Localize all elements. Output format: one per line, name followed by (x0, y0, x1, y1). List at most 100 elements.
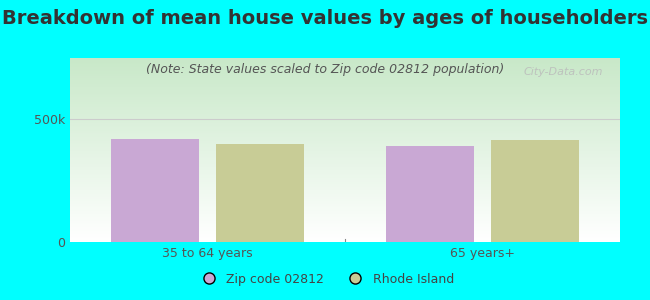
Bar (216, 144, 304, 242)
Bar (70, 203, 650, 204)
Bar (70, 177, 650, 178)
Bar (70, 65, 650, 66)
Bar (70, 144, 650, 145)
Bar (70, 147, 650, 148)
Bar (70, 78, 650, 79)
Bar (70, 180, 650, 181)
Bar (70, 222, 650, 223)
Bar (70, 202, 650, 203)
Bar (70, 155, 650, 156)
Bar (70, 206, 650, 207)
Bar (70, 195, 650, 196)
Bar (70, 226, 650, 227)
Bar (70, 131, 650, 132)
Text: City-Data.com: City-Data.com (524, 67, 603, 77)
Bar (70, 88, 650, 89)
Bar (70, 109, 650, 110)
Bar (70, 162, 650, 163)
Bar (70, 135, 650, 136)
Bar (70, 184, 650, 185)
Bar (70, 87, 650, 88)
Bar (70, 102, 650, 103)
Bar (70, 228, 650, 229)
Bar (70, 79, 650, 80)
Bar (70, 179, 650, 180)
Bar (70, 126, 650, 127)
Bar (70, 216, 650, 217)
Bar (70, 230, 650, 231)
Bar (70, 70, 650, 71)
Bar (70, 114, 650, 115)
Bar (70, 142, 650, 144)
Bar (70, 61, 650, 62)
Bar (70, 100, 650, 101)
Bar (70, 69, 650, 70)
Bar (70, 148, 650, 149)
Bar (70, 139, 650, 140)
Bar (70, 127, 650, 128)
Bar (70, 166, 650, 167)
Bar (70, 152, 650, 153)
Bar (70, 90, 650, 91)
Bar (70, 194, 650, 195)
Bar (70, 146, 650, 147)
Bar (70, 156, 650, 158)
Bar (70, 196, 650, 197)
Bar (70, 201, 650, 202)
Bar (70, 105, 650, 106)
Bar (70, 241, 650, 242)
Bar (70, 63, 650, 64)
Bar (70, 116, 650, 117)
Bar (70, 130, 650, 131)
Bar (70, 175, 650, 176)
Bar (70, 158, 650, 159)
Bar (70, 231, 650, 232)
Bar (70, 96, 650, 97)
Bar (70, 111, 650, 112)
Bar (70, 178, 650, 179)
Bar (111, 139, 200, 242)
Bar (70, 98, 650, 99)
Bar (70, 223, 650, 224)
Bar (70, 188, 650, 189)
Bar (70, 214, 650, 215)
Bar (70, 60, 650, 61)
Bar (70, 211, 650, 212)
Bar (70, 169, 650, 170)
Bar (70, 174, 650, 175)
Bar (70, 235, 650, 236)
Bar (70, 103, 650, 104)
Bar (70, 218, 650, 219)
Bar (70, 107, 650, 108)
Bar (70, 215, 650, 216)
Bar (70, 138, 650, 139)
Bar (491, 140, 578, 242)
Bar (70, 113, 650, 114)
Bar (70, 176, 650, 177)
Bar (70, 212, 650, 213)
Bar (70, 192, 650, 193)
Bar (70, 62, 650, 63)
Bar (70, 217, 650, 218)
Bar (70, 198, 650, 199)
Bar (70, 121, 650, 122)
Bar (70, 167, 650, 168)
Bar (70, 64, 650, 65)
Bar (70, 150, 650, 151)
Bar (70, 200, 650, 201)
Bar (70, 236, 650, 237)
Bar (70, 187, 650, 188)
Bar (70, 85, 650, 86)
Bar (70, 93, 650, 94)
Bar (70, 125, 650, 126)
Bar (70, 122, 650, 123)
Bar (70, 106, 650, 107)
Bar (70, 124, 650, 125)
Bar (70, 165, 650, 166)
Bar (70, 208, 650, 209)
Bar (70, 95, 650, 96)
Bar (70, 202, 650, 203)
Bar (70, 199, 650, 200)
Bar (70, 134, 650, 135)
Bar (70, 234, 650, 235)
